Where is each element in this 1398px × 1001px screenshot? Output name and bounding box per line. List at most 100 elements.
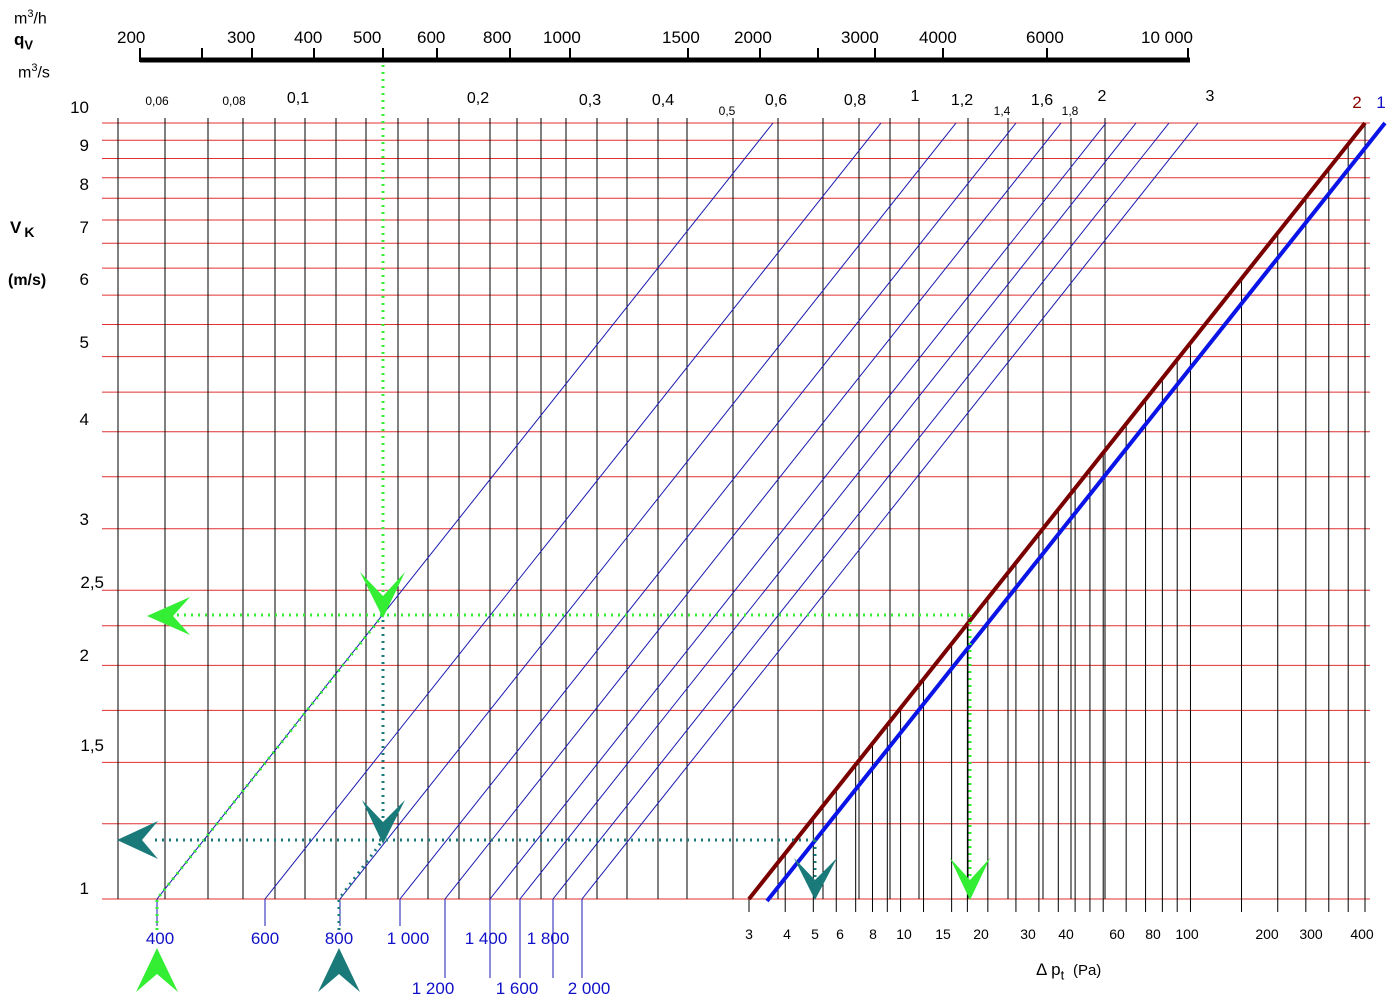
dp-tick-label: 60	[1109, 926, 1125, 942]
qv-m3h-tick-label: 6000	[1026, 28, 1064, 47]
qv-m3s-tick-label: 0,1	[286, 90, 310, 107]
diameter-tick-label: 1 400	[464, 929, 508, 948]
diameter-tick-label: 1 800	[526, 929, 570, 948]
diameter-tick-label: 1 000	[386, 929, 430, 948]
diameter-lines	[156, 122, 1199, 978]
diameter-line	[264, 122, 882, 900]
vk-tick-label: 5	[79, 333, 89, 352]
qv-m3h-tick-label: 4000	[919, 28, 957, 47]
diameter-tick-label: 1 600	[495, 979, 539, 998]
vk-tick-label: 2	[79, 646, 89, 665]
vk-tick-label: 1,5	[80, 736, 104, 755]
vk-tick-label: 10	[70, 98, 89, 117]
qv-m3s-tick-label: 1	[910, 88, 920, 105]
diameter-tick-label: 2 000	[567, 979, 611, 998]
diameter-line	[581, 122, 1199, 900]
vk-tick-label: 1	[79, 879, 89, 898]
vk-tick-label: 4	[79, 410, 89, 429]
dp-tick-label: 6	[836, 926, 844, 942]
example-paths	[117, 65, 990, 992]
series-label: 2	[1352, 93, 1362, 112]
vk-tick-label: 9	[79, 136, 89, 155]
arrow-up-icon	[136, 948, 178, 992]
qv-m3h-unit-label: m3/h	[14, 8, 47, 28]
diameter-line	[399, 122, 1017, 900]
dp-tick-label: 300	[1299, 926, 1323, 942]
qv-m3s-tick-label: 0,6	[764, 92, 788, 109]
vk-tick-label: 7	[79, 218, 89, 237]
arrow-down-icon	[950, 858, 990, 900]
dp-tick-label: 10	[896, 926, 912, 942]
qv-m3s-tick-label: 0,4	[651, 92, 675, 109]
dp-tick-label: 4	[783, 926, 791, 942]
qv-m3s-tick-label: 0,06	[145, 94, 169, 108]
flow-rate-scale	[139, 48, 1190, 63]
arrow-up-icon	[318, 948, 360, 992]
series-label: 1	[1376, 93, 1386, 112]
qv-m3s-tick-label: 0,2	[466, 90, 490, 107]
dp-tick-label: 40	[1058, 926, 1074, 942]
qv-m3s-tick-label: 0,3	[578, 92, 602, 109]
vk-tick-label: 8	[79, 175, 89, 194]
example-green-path	[155, 614, 385, 930]
velocity-gridlines	[102, 122, 1370, 900]
diameter-tick-label: 600	[250, 929, 280, 948]
pressure-curve-1	[765, 121, 1387, 903]
vk-tick-label: 3	[79, 510, 89, 529]
diameter-line	[519, 122, 1137, 900]
qv-m3s-tick-label: 1,6	[1030, 92, 1054, 109]
qv-m3s-tick-label: 0,08	[222, 94, 246, 108]
qv-symbol: qV	[14, 30, 34, 53]
dp-tick-label: 3	[745, 926, 753, 942]
qv-m3s-tick-label: 0,5	[718, 104, 736, 118]
qv-m3h-tick-label: 400	[294, 28, 323, 47]
dp-tick-label: 15	[935, 926, 951, 942]
diameter-tick-label: 1 200	[411, 979, 455, 998]
pressure-curves	[747, 121, 1387, 903]
qv-m3h-tick-label: 1500	[662, 28, 700, 47]
arrow-left-icon	[147, 597, 190, 635]
diameter-line	[156, 122, 774, 900]
dp-tick-label: 80	[1145, 926, 1161, 942]
qv-m3s-tick-label: 1,2	[950, 92, 974, 109]
qv-m3h-tick-label: 200	[117, 28, 146, 47]
arrow-down-icon	[794, 858, 837, 900]
qv-m3s-tick-label: 3	[1205, 88, 1215, 105]
diameter-line	[552, 122, 1170, 900]
dp-tick-label: 200	[1255, 926, 1279, 942]
dp-tick-label: 400	[1350, 926, 1374, 942]
vk-tick-label: 6	[79, 270, 89, 289]
diameter-line	[444, 122, 1062, 900]
vk-axis-unit: (m/s)	[8, 272, 47, 289]
diameter-tick-label: 400	[145, 929, 175, 948]
dp-tick-label: 8	[869, 926, 877, 942]
qv-m3s-tick-label: 1,8	[1061, 104, 1079, 118]
qv-m3s-unit-label: m3/s	[18, 62, 50, 82]
qv-m3s-tick-label: 2	[1097, 88, 1107, 105]
qv-m3h-tick-label: 2000	[734, 28, 772, 47]
qv-m3h-tick-label: 800	[483, 28, 512, 47]
dp-tick-label: 5	[811, 926, 819, 942]
qv-m3h-tick-label: 1000	[543, 28, 581, 47]
qv-m3s-tick-label: 1,4	[993, 104, 1011, 118]
arrow-left-icon	[117, 821, 158, 859]
vk-tick-label: 2,5	[80, 573, 104, 592]
pressure-curve-2	[747, 121, 1367, 901]
dp-tick-label: 30	[1020, 926, 1036, 942]
qv-m3h-tick-label: 300	[227, 28, 256, 47]
diameter-line	[489, 122, 1107, 900]
qv-m3h-tick-label: 3000	[841, 28, 879, 47]
qv-m3s-tick-label: 0,8	[843, 92, 867, 109]
diameter-line	[339, 122, 957, 900]
dp-tick-label: 100	[1175, 926, 1199, 942]
dp-axis-label: Δ pt (Pa)	[1036, 960, 1102, 983]
qv-m3h-tick-label: 10 000	[1141, 28, 1193, 47]
diameter-tick-label: 800	[324, 929, 354, 948]
vertical-gridlines	[117, 118, 1366, 912]
dp-tick-label: 20	[973, 926, 989, 942]
arrow-down-icon	[362, 800, 405, 844]
qv-m3h-tick-label: 600	[417, 28, 446, 47]
qv-m3h-tick-label: 500	[353, 28, 382, 47]
